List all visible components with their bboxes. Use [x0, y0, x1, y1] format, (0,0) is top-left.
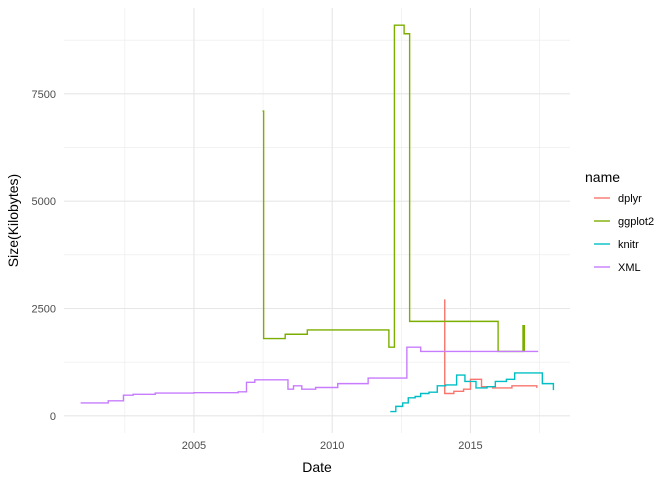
series-line-knitr: [390, 372, 555, 413]
legend: name dplyr ggplot2 knitr XML: [585, 169, 654, 274]
y-tick-label: 7500: [32, 89, 56, 101]
y-tick-label: 0: [50, 411, 56, 423]
legend-label-xml: XML: [618, 262, 641, 274]
series-line-dplyr: [444, 299, 538, 395]
x-tick-label: 2010: [320, 440, 344, 452]
series-layer: [80, 24, 555, 413]
minor-grid: [64, 8, 570, 433]
legend-entries: dplyr ggplot2 knitr XML: [594, 193, 654, 274]
legend-label-knitr: knitr: [618, 239, 639, 251]
legend-title: name: [585, 169, 620, 185]
x-axis-title: Date: [302, 459, 332, 475]
y-axis-ticks: 0 2500 5000 7500: [32, 89, 56, 423]
major-grid: [64, 8, 570, 433]
y-axis-title: Size(Kilobytes): [5, 174, 21, 267]
y-tick-label: 5000: [32, 196, 56, 208]
x-tick-label: 2005: [182, 440, 206, 452]
series-line-xml: [80, 346, 539, 404]
y-tick-label: 2500: [32, 304, 56, 316]
x-tick-label: 2015: [458, 440, 482, 452]
x-axis-ticks: 2005 2010 2015: [182, 440, 483, 452]
legend-label-ggplot2: ggplot2: [618, 216, 654, 228]
legend-label-dplyr: dplyr: [618, 193, 642, 205]
